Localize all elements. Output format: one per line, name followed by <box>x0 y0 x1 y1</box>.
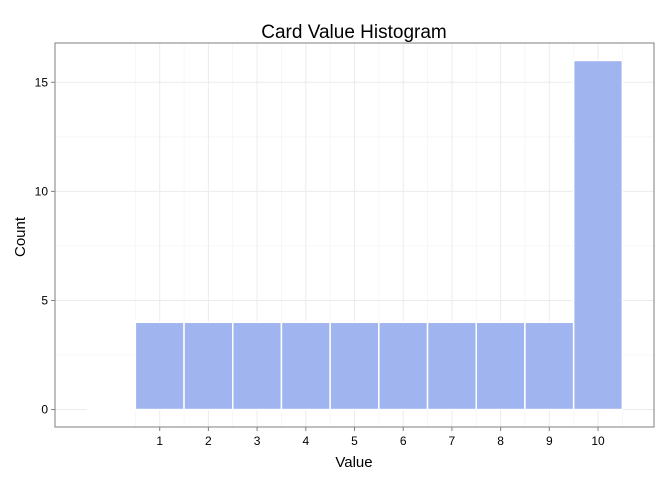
bar-8 <box>475 321 526 411</box>
x-axis-ticks: 1 2 3 4 5 6 7 8 9 10 <box>156 427 605 448</box>
x-tick-label: 7 <box>449 434 456 448</box>
y-tick-label: 0 <box>41 403 48 417</box>
bar-6 <box>378 321 429 411</box>
x-axis-title: Value <box>335 454 372 471</box>
x-tick-label: 6 <box>400 434 407 448</box>
y-tick-label: 15 <box>35 75 49 89</box>
bar-5 <box>329 321 380 411</box>
x-tick-label: 4 <box>302 434 309 448</box>
x-tick-label: 8 <box>497 434 504 448</box>
bar-7 <box>426 321 477 411</box>
x-tick-label: 5 <box>351 434 358 448</box>
y-tick-label: 5 <box>41 293 48 307</box>
bar-1 <box>134 321 185 411</box>
x-tick-label: 1 <box>156 434 163 448</box>
x-tick-label: 10 <box>591 434 605 448</box>
y-axis-ticks: 0 5 10 15 <box>35 75 55 417</box>
bar-3 <box>232 321 283 411</box>
y-tick-label: 10 <box>35 184 49 198</box>
bar-4 <box>280 321 331 411</box>
bar-10 <box>572 59 624 411</box>
bars-group <box>86 59 624 411</box>
y-axis-title: Count <box>12 216 29 257</box>
x-tick-label: 2 <box>205 434 212 448</box>
bar-2 <box>183 321 234 411</box>
chart-title: Card Value Histogram <box>261 22 447 43</box>
x-tick-label: 9 <box>546 434 553 448</box>
bar-9 <box>524 321 575 411</box>
x-tick-label: 3 <box>254 434 261 448</box>
